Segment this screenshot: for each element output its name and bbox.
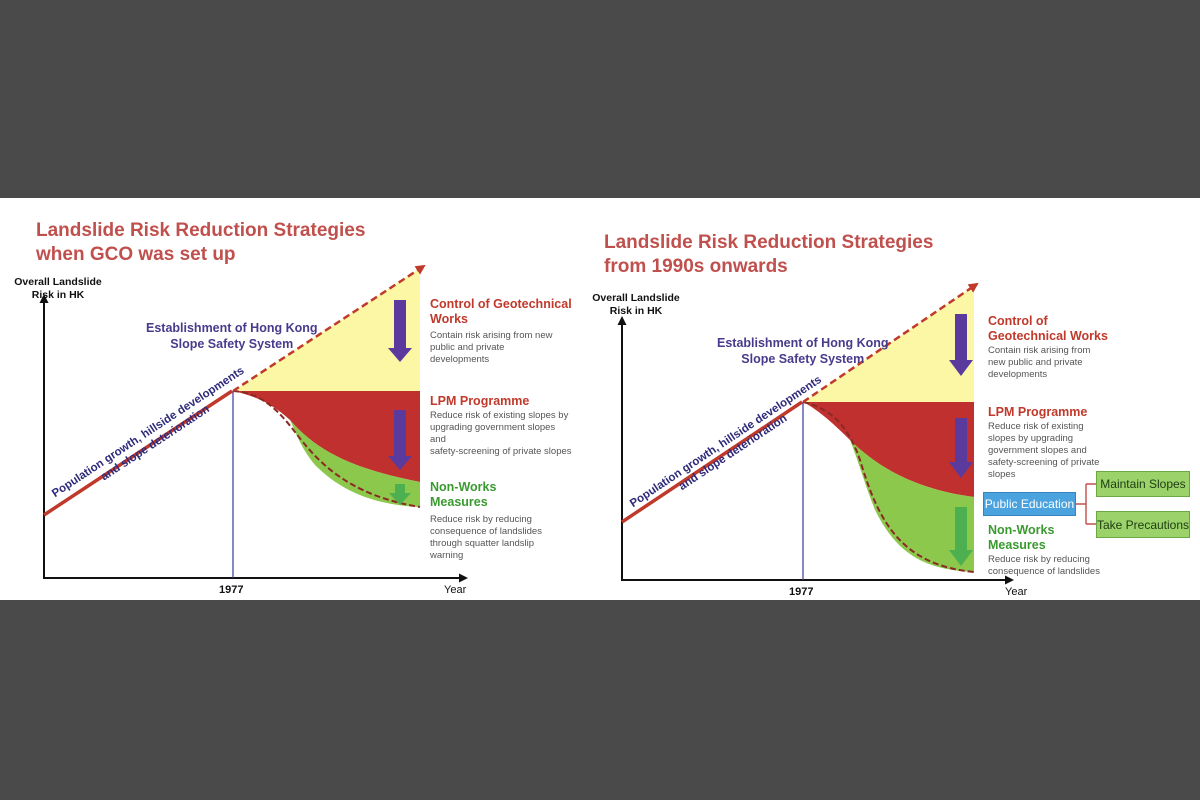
left-control-desc: Contain risk arising from new public and… — [430, 330, 553, 365]
public-education-box: Public Education — [983, 492, 1076, 516]
left-x-axis-label: Year — [444, 584, 467, 596]
left-purple-arrow-1 — [388, 300, 412, 362]
left-green-area — [290, 420, 420, 507]
diagram-strip — [0, 198, 1200, 600]
left-y-axis-label: Overall Landslide Risk in HK — [14, 276, 102, 301]
left-red-area — [233, 391, 420, 482]
right-panel-title: Landslide Risk Reduction Strategies from… — [604, 232, 934, 277]
maintain-slopes-box: Maintain Slopes — [1096, 471, 1190, 497]
right-establishment-label: Establishment of Hong Kong Slope Safety … — [717, 336, 889, 366]
right-lpm-desc: Reduce risk of existing slopes by upgrad… — [988, 421, 1100, 480]
left-trend-line — [43, 389, 233, 517]
left-control-title: Control of Geotechnical Works — [430, 297, 572, 326]
right-year-1977: 1977 — [789, 586, 814, 598]
right-control-desc: Contain risk arising from new public and… — [988, 345, 1091, 380]
right-green-area — [850, 440, 974, 572]
left-panel-title: Landslide Risk Reduction Strategies when… — [36, 220, 366, 265]
take-precautions-box: Take Precautions — [1096, 511, 1190, 538]
right-trend-line — [621, 400, 803, 524]
left-green-arrow — [389, 484, 411, 505]
right-nonworks-desc: Reduce risk by reducing consequence of l… — [988, 554, 1100, 577]
left-projected-trend — [232, 264, 426, 393]
left-establishment-label: Establishment of Hong Kong Slope Safety … — [146, 321, 318, 351]
left-lpm-title: LPM Programme — [430, 394, 530, 408]
left-purple-arrow-2 — [388, 410, 412, 470]
right-projected-trend — [802, 282, 979, 404]
left-year-1977: 1977 — [219, 584, 244, 596]
left-nonworks-desc: Reduce risk by reducing consequence of l… — [430, 514, 542, 561]
right-nonworks-title: Non-Works Measures — [988, 523, 1055, 552]
right-control-title: Control of Geotechnical Works — [988, 314, 1108, 343]
education-connector — [1076, 483, 1096, 525]
left-lpm-desc: Reduce risk of existing slopes by upgrad… — [430, 410, 572, 457]
right-red-area — [803, 402, 974, 497]
left-reduced-risk-curve — [232, 390, 421, 508]
right-lpm-title: LPM Programme — [988, 405, 1088, 419]
left-nonworks-title: Non-Works Measures — [430, 480, 497, 509]
right-y-axis-label: Overall Landslide Risk in HK — [592, 292, 680, 317]
right-purple-arrow-1 — [949, 314, 973, 376]
right-reduced-risk-curve — [802, 401, 975, 573]
right-x-axis-label: Year — [1005, 586, 1028, 598]
right-purple-arrow-2 — [949, 418, 973, 478]
right-green-arrow — [949, 507, 973, 566]
